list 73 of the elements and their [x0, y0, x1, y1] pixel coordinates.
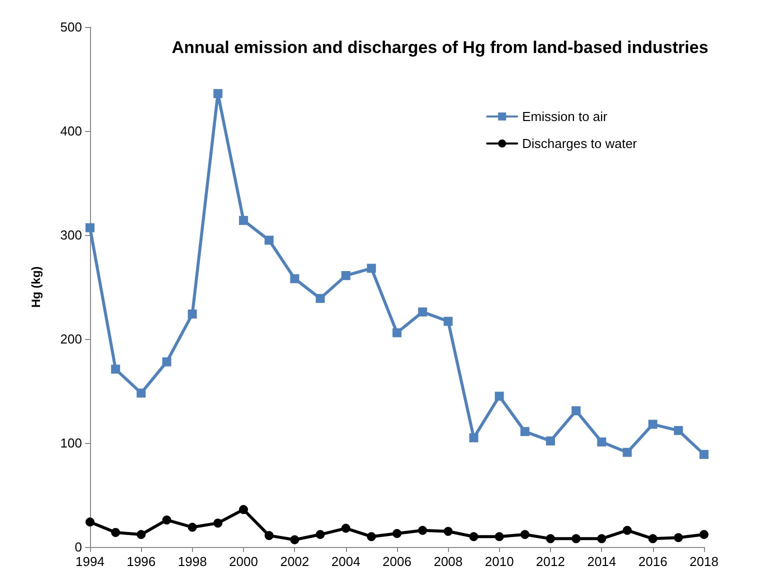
x-tick-label: 2016: [638, 554, 668, 569]
y-tick-label: 200: [60, 332, 82, 346]
legend-label: Discharges to water: [522, 136, 638, 151]
point: [188, 522, 197, 532]
y-tick-label: 0: [74, 540, 82, 554]
x-tick-label: 2012: [536, 554, 565, 569]
point: [264, 531, 274, 540]
x-tick-label: 2004: [331, 554, 360, 569]
text: Annual emission and discharges of Hg from land-based industries: [172, 38, 708, 57]
point: [341, 271, 350, 280]
point: [162, 515, 172, 524]
point: [546, 534, 555, 544]
point: [264, 236, 274, 245]
point: [392, 328, 402, 338]
point: [597, 534, 606, 544]
point: [290, 274, 300, 284]
y-axis-title: Hg (kg): [29, 266, 43, 308]
point: [239, 216, 248, 225]
point: [213, 89, 222, 98]
point: [136, 388, 146, 398]
y-tick-label: 500: [60, 20, 82, 34]
point: [622, 448, 632, 457]
x-tick-label: 1998: [178, 554, 207, 569]
point: [572, 406, 581, 416]
point: [111, 364, 120, 374]
point: [290, 535, 300, 544]
point: [213, 518, 222, 528]
point: [341, 524, 350, 533]
point: [674, 533, 683, 542]
x-tick-label: 2002: [280, 554, 310, 569]
point: [418, 526, 428, 535]
x-tick-label: 2008: [434, 554, 463, 569]
point: [366, 264, 376, 273]
point: [469, 532, 478, 542]
point: [418, 307, 428, 316]
x-tick-label: 1994: [76, 554, 104, 569]
point: [520, 427, 530, 436]
point: [572, 534, 581, 544]
point: [162, 357, 172, 366]
y-tick-label: 300: [60, 228, 82, 242]
point: [597, 437, 606, 446]
point: [700, 530, 708, 540]
x-tick-label: 2010: [484, 554, 514, 569]
point: [392, 528, 402, 538]
point: [444, 526, 453, 536]
legend-label: Emission to air: [522, 109, 608, 124]
point: [494, 532, 504, 542]
point: [494, 392, 504, 401]
point: [86, 518, 94, 527]
point: [316, 530, 325, 540]
point: [648, 534, 658, 544]
x-tick-label: 2006: [382, 554, 412, 569]
point: [111, 528, 120, 537]
point: [700, 450, 708, 459]
y-tick-label: 400: [60, 124, 82, 138]
point: [469, 433, 478, 442]
point: [546, 436, 555, 446]
point: [316, 294, 325, 303]
point: [648, 420, 658, 429]
point: [188, 310, 197, 319]
point: [674, 426, 683, 436]
x-tick-label: 2014: [587, 554, 616, 569]
point: [86, 223, 94, 232]
x-tick-label: 1996: [126, 554, 156, 569]
x-tick-label: 2000: [229, 554, 258, 569]
point: [366, 532, 376, 542]
y-tick-label: 100: [60, 436, 82, 450]
point: [239, 505, 248, 514]
point: [136, 530, 146, 540]
x-tick-label: 2018: [690, 554, 718, 569]
point: [622, 526, 632, 535]
point: [444, 316, 453, 326]
point: [520, 530, 530, 540]
